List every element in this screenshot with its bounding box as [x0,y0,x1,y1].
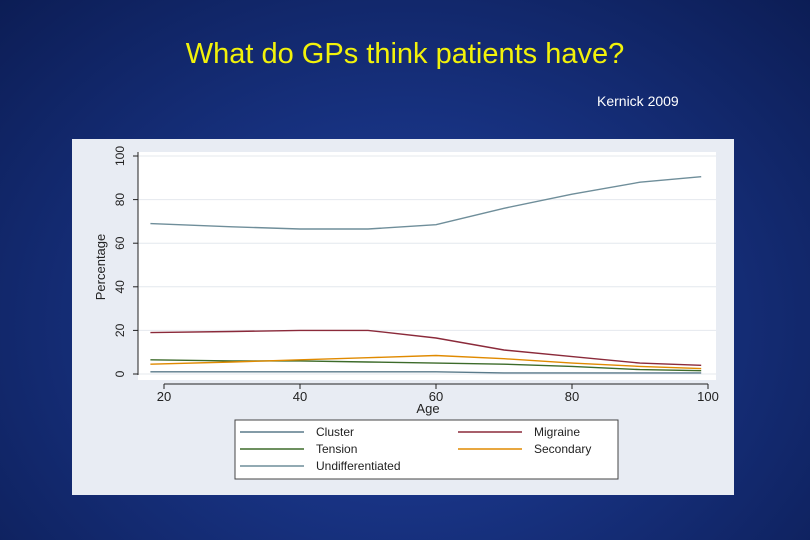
x-tick-label: 40 [293,389,307,404]
y-axis-label: Percentage [93,234,108,301]
y-tick-label: 80 [113,193,127,207]
series-line-undifferentiated [150,176,702,230]
legend-label-secondary: Secondary [534,442,591,456]
axes: 0 20 40 60 80 100 Percentage 20 40 60 80 100 Age [93,146,719,416]
gridlines [138,155,716,375]
y-tick-label: 60 [113,236,127,250]
citation: Kernick 2009 [597,93,679,109]
line-chart: 0 20 40 60 80 100 Percentage 20 40 60 80 100 Age Clu… [72,139,734,495]
legend-label-migraine: Migraine [534,425,580,439]
legend-label-tension: Tension [316,442,357,456]
legend: Cluster Migraine Tension Secondary Undiffere… [234,419,619,480]
series-line-migraine [150,329,702,366]
series-lines [150,176,702,374]
series-line-secondary [150,354,702,370]
x-axis-label: Age [416,401,439,416]
x-tick-label: 60 [429,389,443,404]
plot-area [138,152,716,380]
x-tick-label: 100 [697,389,719,404]
y-tick-label: 100 [113,146,127,166]
y-tick-label: 0 [113,370,127,377]
legend-label-cluster: Cluster [316,425,354,439]
y-tick-label: 20 [113,323,127,337]
y-tick-label: 40 [113,280,127,294]
series-line-cluster [150,371,702,374]
chart-frame: 0 20 40 60 80 100 Percentage 20 40 60 80 100 Age Clu… [72,139,734,495]
slide-title: What do GPs think patients have? [185,38,625,70]
x-tick-label: 80 [565,389,579,404]
x-tick-label: 20 [157,389,171,404]
legend-label-undifferentiated: Undifferentiated [316,459,401,473]
